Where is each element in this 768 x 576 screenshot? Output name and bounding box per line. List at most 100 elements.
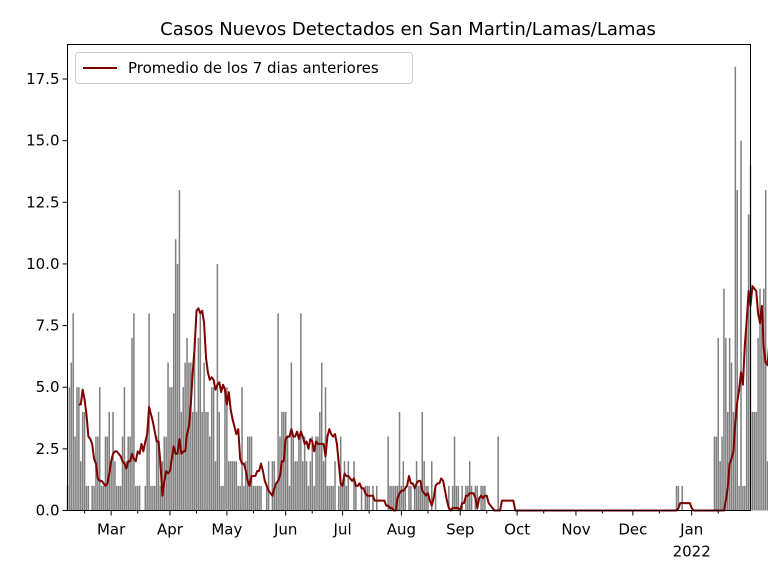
bar: [106, 436, 109, 511]
y-tick-label: 5.0: [36, 378, 60, 396]
bar: [131, 337, 133, 511]
bar: [757, 337, 759, 511]
x-tick-label: Aug: [387, 521, 416, 539]
bar: [150, 485, 152, 511]
bar: [296, 461, 298, 511]
x-tick-label: Apr: [157, 521, 184, 539]
bar: [95, 436, 97, 511]
x-tick-label: May: [211, 521, 242, 539]
bar: [228, 461, 230, 511]
bar: [763, 288, 765, 511]
bar: [104, 436, 107, 511]
bar: [734, 66, 737, 511]
bar: [205, 411, 207, 511]
bar: [322, 461, 325, 511]
x-tick-sublabel: 2022: [673, 543, 711, 561]
x-tick-label: Jul: [333, 521, 352, 539]
bar: [191, 411, 194, 511]
y-tick-label: 17.5: [26, 70, 59, 88]
plot-frame: [67, 44, 751, 511]
bar: [448, 485, 450, 511]
bar: [457, 485, 460, 511]
bar: [747, 214, 750, 511]
bar: [275, 485, 277, 511]
bar: [317, 436, 319, 511]
y-tick-label: 2.5: [36, 440, 60, 458]
bar: [233, 461, 236, 511]
bar: [201, 411, 203, 511]
bar: [366, 485, 369, 511]
bar: [72, 313, 74, 511]
chart-title: Casos Nuevos Detectados en San Martin/La…: [160, 19, 656, 40]
bar: [467, 485, 469, 511]
bar: [347, 461, 350, 511]
bar: [246, 436, 249, 511]
bar: [744, 485, 746, 511]
bar: [114, 461, 116, 511]
bar: [745, 313, 748, 511]
bar: [258, 485, 260, 511]
bar: [355, 485, 357, 511]
bar: [245, 461, 247, 511]
bar: [427, 485, 429, 511]
bar: [389, 485, 391, 511]
bar: [677, 485, 680, 511]
x-tick-label: Oct: [504, 521, 530, 539]
bar: [70, 362, 73, 511]
bar: [119, 485, 122, 511]
bar: [218, 411, 221, 511]
bar: [393, 485, 395, 511]
bar: [169, 387, 171, 511]
bar: [320, 362, 323, 511]
bar: [732, 411, 735, 511]
bar: [408, 485, 410, 511]
y-tick-label: 15.0: [26, 132, 59, 150]
bar: [410, 485, 412, 511]
bar: [341, 485, 344, 511]
bar: [199, 313, 202, 511]
bar: [80, 461, 82, 511]
bar: [224, 387, 226, 511]
bar: [419, 485, 422, 511]
bar: [98, 387, 101, 511]
bar: [364, 485, 367, 511]
bar: [108, 411, 110, 511]
bar: [76, 387, 78, 511]
bar: [172, 313, 175, 511]
bar: [319, 411, 321, 511]
bar: [417, 485, 420, 511]
y-tick-label: 7.5: [36, 317, 60, 335]
bar: [332, 485, 334, 511]
bar: [455, 485, 458, 511]
bar: [229, 461, 232, 511]
y-tick-label: 0.0: [36, 502, 60, 520]
x-tick-label: Sep: [446, 521, 474, 539]
bar: [284, 411, 287, 511]
bar: [738, 485, 740, 511]
bar: [719, 461, 721, 511]
bar: [254, 485, 257, 511]
bar: [271, 461, 274, 511]
bar: [110, 461, 112, 511]
bar: [265, 485, 268, 511]
x-tick-label: Mar: [97, 521, 126, 539]
x-tick-label: Jun: [273, 521, 297, 539]
bar: [728, 337, 731, 511]
bar: [133, 313, 135, 511]
bar: [764, 189, 767, 511]
bar: [267, 461, 270, 511]
bar: [398, 411, 401, 511]
bar: [302, 461, 304, 511]
bar: [453, 436, 456, 511]
bar: [755, 411, 757, 511]
bar: [402, 461, 405, 511]
bar: [330, 485, 332, 511]
bar: [260, 485, 262, 511]
bar: [171, 387, 173, 511]
bar: [742, 485, 744, 511]
bar: [753, 411, 756, 511]
bar: [326, 485, 329, 511]
bar: [121, 436, 124, 511]
bar: [360, 485, 363, 511]
